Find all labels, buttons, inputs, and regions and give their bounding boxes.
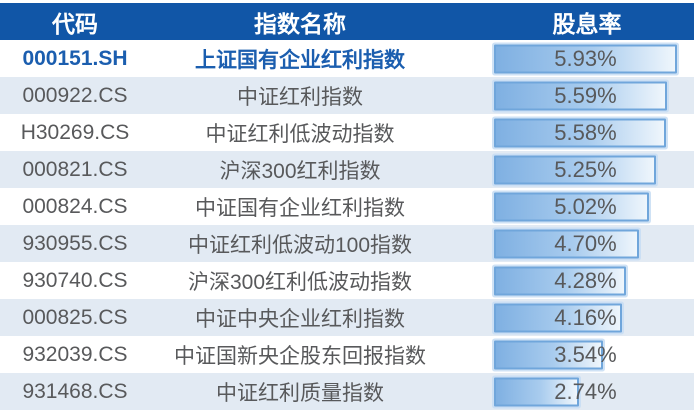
yield-cell: 5.02% (450, 188, 694, 225)
yield-bar-track: 5.93% (494, 40, 677, 77)
yield-value: 4.28% (554, 268, 617, 293)
yield-value: 5.59% (554, 83, 617, 108)
yield-cell: 4.16% (450, 299, 694, 336)
yield-bar (494, 44, 677, 73)
yield-cell: 3.54% (450, 336, 694, 373)
yield-cell: 2.74% (450, 373, 694, 410)
index-code: H30269.CS (20, 120, 130, 144)
index-code: 000824.CS (22, 194, 128, 218)
yield-bar-track: 2.74% (494, 373, 677, 410)
index-code: 000151.SH (22, 46, 128, 70)
index-name: 上证国有企业红利指数 (195, 48, 405, 72)
index-name: 中证红利低波动100指数 (187, 233, 413, 257)
table-body: 000151.SH 上证国有企业红利指数 5.93% 000922.CS 中证红利指数 5… (0, 40, 694, 410)
index-name: 中证中央企业红利指数 (195, 307, 405, 331)
index-code: 931468.CS (22, 379, 128, 403)
table-row: 000821.CS 沪深300红利指数 5.25% (0, 151, 694, 188)
yield-bar (494, 377, 579, 406)
yield-bar-track: 5.02% (494, 188, 677, 225)
yield-bar-track: 3.54% (494, 336, 677, 373)
index-name: 沪深300红利指数 (219, 159, 381, 183)
yield-bar-track: 5.59% (494, 77, 677, 114)
header-code: 代码 (52, 10, 98, 37)
yield-bar (494, 155, 656, 184)
yield-bar (494, 81, 667, 110)
index-name: 沪深300红利低波动指数 (187, 270, 413, 294)
table-row: 000922.CS 中证红利指数 5.59% (0, 77, 694, 114)
yield-bar (494, 192, 649, 221)
index-code: 932039.CS (22, 342, 128, 366)
yield-value: 5.25% (554, 157, 617, 182)
yield-cell: 4.70% (450, 225, 694, 262)
index-name: 中证国有企业红利指数 (195, 196, 405, 220)
index-name: 中证国新央企股东回报指数 (174, 344, 426, 368)
index-code: 000825.CS (22, 305, 128, 329)
yield-bar-track: 4.70% (494, 225, 677, 262)
yield-value: 5.58% (554, 120, 617, 145)
yield-cell: 5.25% (450, 151, 694, 188)
yield-bar-track: 4.16% (494, 299, 677, 336)
yield-value: 4.70% (554, 231, 617, 256)
yield-bar-track: 4.28% (494, 262, 677, 299)
header-yield: 股息率 (552, 10, 622, 37)
table-row: 932039.CS 中证国新央企股东回报指数 3.54% (0, 336, 694, 373)
yield-bar (494, 340, 604, 369)
table-row: 931468.CS 中证红利质量指数 2.74% (0, 373, 694, 410)
yield-bar-track: 5.58% (494, 114, 677, 151)
table-row: 000825.CS 中证中央企业红利指数 4.16% (0, 299, 694, 336)
index-code: 000821.CS (22, 157, 128, 181)
index-name: 中证红利指数 (237, 85, 363, 109)
yield-cell: 5.93% (450, 40, 694, 77)
yield-cell: 5.59% (450, 77, 694, 114)
yield-value: 5.02% (554, 194, 617, 219)
yield-bar (494, 303, 623, 332)
yield-cell: 4.28% (450, 262, 694, 299)
index-name: 中证红利低波动指数 (205, 122, 395, 146)
index-code: 000922.CS (22, 83, 128, 107)
table-row: 000151.SH 上证国有企业红利指数 5.93% (0, 40, 694, 77)
yield-bar (494, 118, 667, 147)
yield-bar (494, 266, 627, 295)
table-row: 930740.CS 沪深300红利低波动指数 4.28% (0, 262, 694, 299)
yield-bar (494, 229, 640, 258)
index-name: 中证红利质量指数 (216, 381, 384, 405)
index-code: 930955.CS (22, 231, 128, 255)
index-code: 930740.CS (22, 268, 128, 292)
yield-cell: 5.58% (450, 114, 694, 151)
yield-value: 4.16% (554, 305, 617, 330)
table-row: H30269.CS 中证红利低波动指数 5.58% (0, 114, 694, 151)
yield-value: 5.93% (554, 46, 617, 71)
yield-value: 3.54% (554, 342, 617, 367)
yield-value: 2.74% (554, 379, 617, 404)
yield-bar-track: 5.25% (494, 151, 677, 188)
table-row: 930955.CS 中证红利低波动100指数 4.70% (0, 225, 694, 262)
header-name: 指数名称 (254, 10, 346, 37)
table-header: 代码 指数名称 股息率 (0, 3, 694, 40)
table-row: 000824.CS 中证国有企业红利指数 5.02% (0, 188, 694, 225)
